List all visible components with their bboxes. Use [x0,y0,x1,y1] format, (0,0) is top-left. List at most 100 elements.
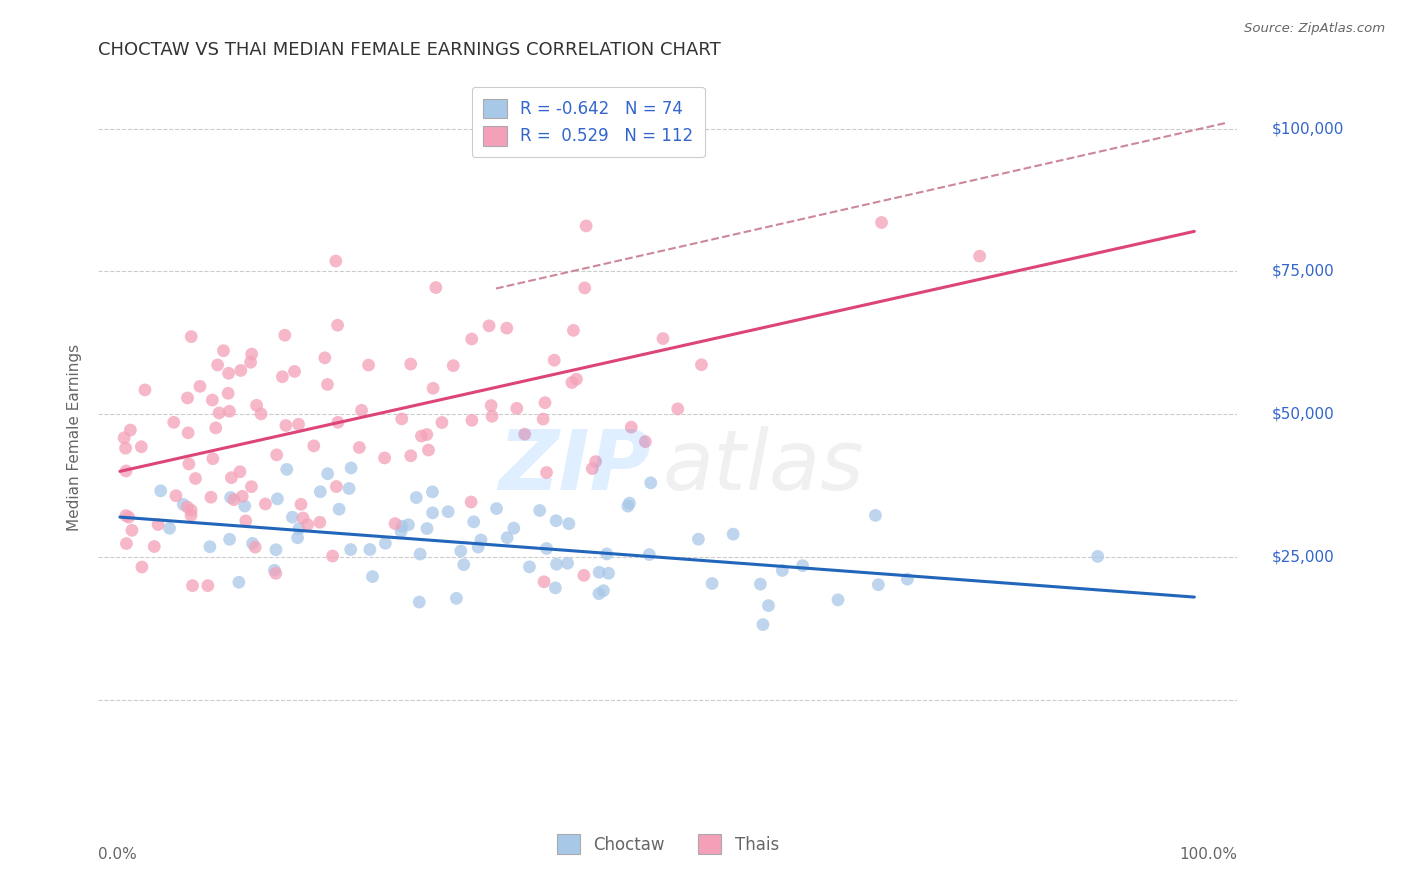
Point [276,462,298,476]
Point [180,508,202,523]
Point [254,497,277,511]
Point [112,431,135,445]
Point [396,517,419,532]
Point [416,427,439,442]
Point [558,516,581,531]
Point [240,347,263,361]
Point [357,358,380,372]
Point [240,480,263,494]
Point [218,533,240,547]
Point [399,357,422,371]
Point [283,364,305,378]
Point [326,318,349,333]
Text: Source: ZipAtlas.com: Source: ZipAtlas.com [1244,22,1385,36]
Point [239,355,262,369]
Point [229,465,252,479]
Point [302,439,325,453]
Point [688,532,710,546]
Point [437,505,460,519]
Point [581,461,603,475]
Point [467,540,489,554]
Point [374,450,396,465]
Point [222,492,245,507]
Point [690,358,713,372]
Point [416,522,439,536]
Point [485,501,508,516]
Text: $50,000: $50,000 [1271,407,1334,422]
Point [666,401,689,416]
Point [506,401,529,416]
Point [266,491,288,506]
Point [208,406,231,420]
Point [176,500,198,514]
Point [620,420,643,434]
Point [314,351,336,365]
Point [131,560,153,574]
Point [446,591,468,606]
Point [770,564,793,578]
Point [450,544,472,558]
Point [634,434,657,449]
Point [340,461,363,475]
Point [588,566,610,580]
Point [546,558,568,572]
Point [481,409,503,424]
Point [418,443,440,458]
Point [399,449,422,463]
Point [288,522,311,536]
Point [245,398,267,412]
Point [115,508,138,523]
Point [870,215,893,229]
Point [389,524,412,539]
Point [172,498,194,512]
Point [231,489,253,503]
Point [176,391,198,405]
Point [411,429,433,443]
Point [422,484,444,499]
Point [453,558,475,572]
Point [201,393,224,408]
Point [513,427,536,442]
Point [146,517,169,532]
Point [422,506,444,520]
Point [118,510,141,524]
Point [721,527,744,541]
Point [384,516,406,531]
Point [165,489,187,503]
Point [463,515,485,529]
Point [640,475,662,490]
Point [409,547,432,561]
Point [461,332,484,346]
Point [531,412,554,426]
Point [131,440,153,454]
Point [235,514,257,528]
Point [159,521,181,535]
Point [212,343,235,358]
Point [221,470,243,484]
Point [827,592,849,607]
Point [534,395,557,409]
Point [188,379,211,393]
Point [749,577,772,591]
Point [865,508,887,523]
Point [264,566,287,581]
Point [163,415,186,429]
Point [1087,549,1109,564]
Point [207,358,229,372]
Point [287,417,309,432]
Point [460,495,482,509]
Point [233,499,256,513]
Point [588,586,610,600]
Point [229,363,252,377]
Legend: Choctaw, Thais: Choctaw, Thais [550,828,786,860]
Point [502,521,524,535]
Point [574,281,596,295]
Point [181,579,204,593]
Point [441,359,464,373]
Point [325,254,347,268]
Point [266,448,288,462]
Point [700,576,723,591]
Point [752,617,775,632]
Point [134,383,156,397]
Point [536,541,558,556]
